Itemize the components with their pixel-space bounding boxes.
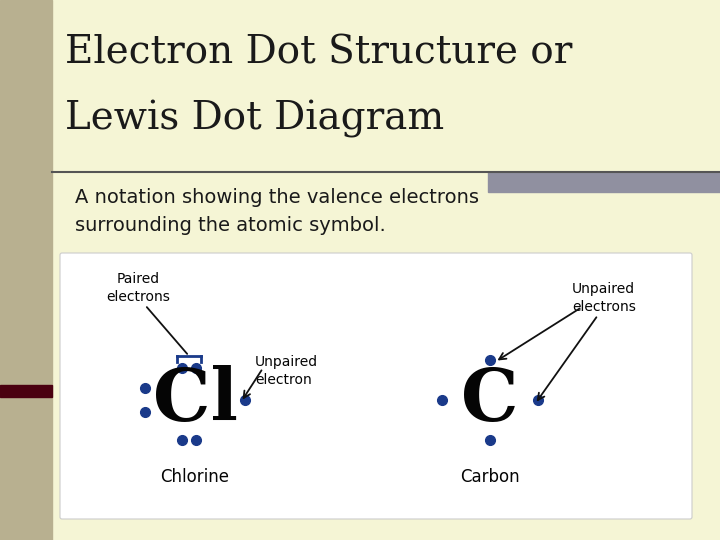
Text: Cl: Cl (153, 364, 238, 435)
Text: Carbon: Carbon (460, 468, 520, 486)
Text: A notation showing the valence electrons
surrounding the atomic symbol.: A notation showing the valence electrons… (75, 188, 479, 235)
Text: Electron Dot Structure or: Electron Dot Structure or (65, 35, 572, 72)
Text: Unpaired
electron: Unpaired electron (255, 355, 318, 387)
Bar (0, 385, 52, 397)
Text: Paired
electrons: Paired electrons (106, 272, 170, 305)
Bar (0, 0, 52, 540)
Text: C: C (462, 364, 518, 435)
Text: Chlorine: Chlorine (161, 468, 230, 486)
Text: Lewis Dot Diagram: Lewis Dot Diagram (65, 100, 444, 138)
Bar (488, 172, 720, 192)
Text: Unpaired
electrons: Unpaired electrons (572, 282, 636, 314)
FancyBboxPatch shape (60, 253, 692, 519)
